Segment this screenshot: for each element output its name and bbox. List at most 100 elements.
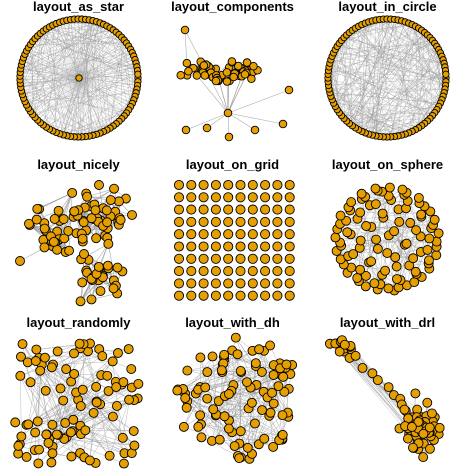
network-node: [59, 233, 70, 244]
network-edge: [92, 20, 139, 75]
network-node: [284, 229, 295, 240]
network-node: [210, 290, 221, 301]
network-node: [80, 425, 91, 436]
network-edge: [329, 30, 422, 64]
network-node: [370, 183, 381, 194]
network-node: [272, 253, 283, 264]
network-node: [16, 351, 26, 362]
network-edge: [387, 222, 411, 254]
network-node: [410, 266, 421, 277]
network-node: [210, 179, 221, 191]
network-node: [223, 290, 234, 301]
network-node: [277, 410, 288, 421]
network-node: [173, 266, 185, 277]
network-edge: [390, 18, 439, 50]
network-edge: [83, 344, 85, 458]
network-edge: [46, 28, 122, 119]
node-group: [16, 15, 142, 141]
network-node: [199, 61, 209, 70]
network-node: [207, 351, 218, 362]
network-edge: [32, 24, 104, 115]
network-edge: [365, 23, 377, 136]
network-node: [173, 179, 185, 191]
network-edge: [45, 390, 65, 440]
network-node: [17, 339, 28, 349]
network-node: [108, 283, 119, 294]
network-node: [240, 70, 250, 79]
network-edge: [34, 38, 138, 71]
network-node: [186, 179, 197, 191]
network-node: [69, 368, 80, 379]
network-edge: [46, 62, 137, 128]
network-node: [250, 125, 260, 135]
network-node: [51, 429, 62, 440]
network-edge: [32, 74, 138, 115]
network-node: [91, 381, 102, 392]
network-node: [117, 432, 128, 443]
network-edge: [24, 92, 137, 102]
network-node: [109, 183, 120, 194]
network-edge: [251, 363, 257, 454]
network-node: [173, 241, 185, 252]
network-edge: [227, 112, 284, 125]
network-edge: [20, 375, 22, 437]
network-node: [186, 253, 197, 264]
network-edge: [37, 35, 139, 79]
network-node: [210, 266, 221, 277]
network-edge: [78, 34, 120, 79]
network-edge: [343, 32, 425, 119]
panel-title: layout_on_sphere: [331, 157, 444, 172]
network-edge: [43, 24, 104, 32]
network-edge: [368, 204, 377, 263]
network-node: [265, 340, 276, 351]
network-edge: [346, 40, 433, 122]
network-node: [86, 213, 97, 224]
network-edge: [415, 26, 431, 119]
network-node: [88, 407, 99, 418]
network-node: [247, 204, 258, 215]
network-node: [357, 363, 368, 373]
network-edge: [358, 26, 388, 138]
network-edge: [358, 20, 373, 130]
network-node: [367, 368, 378, 379]
network-edge: [21, 90, 60, 134]
network-edge: [40, 33, 138, 71]
network-edge: [343, 351, 406, 427]
network-node: [268, 441, 279, 452]
network-node: [223, 179, 234, 191]
network-node: [77, 384, 88, 395]
network-node: [352, 273, 363, 283]
network-node: [223, 389, 234, 399]
network-edge: [24, 54, 127, 114]
network-node: [202, 393, 213, 404]
panel-layout-randomly: layout_randomly: [1, 316, 156, 474]
network-node: [182, 58, 192, 68]
network-node: [64, 245, 75, 256]
network-node: [198, 290, 209, 301]
network-edge: [52, 77, 80, 131]
network-node: [339, 339, 350, 350]
network-node: [272, 204, 283, 215]
network-edge: [22, 61, 133, 104]
network-edge: [375, 19, 439, 107]
network-node: [422, 397, 433, 408]
network-node: [235, 192, 246, 203]
network-node: [66, 451, 77, 462]
network-edge: [346, 37, 431, 122]
network-node: [21, 452, 32, 462]
network-node: [223, 266, 234, 277]
network-edge: [93, 412, 132, 454]
network-edge: [40, 122, 93, 136]
network-node: [111, 382, 122, 393]
network-edge: [415, 56, 443, 130]
network-edge: [337, 109, 391, 138]
network-node: [68, 414, 79, 425]
network-edge: [184, 393, 239, 457]
network-node: [178, 421, 189, 432]
network-node: [118, 458, 129, 469]
network-node: [272, 241, 283, 252]
network-edge: [77, 19, 80, 79]
node-group: [176, 25, 294, 142]
network-node: [413, 192, 424, 203]
node-group: [173, 179, 295, 301]
